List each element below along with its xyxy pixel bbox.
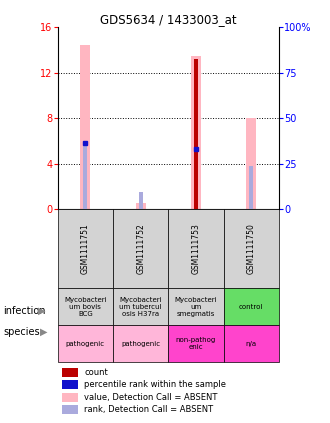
Text: value, Detection Call = ABSENT: value, Detection Call = ABSENT — [84, 393, 218, 402]
Bar — [58, 288, 113, 325]
Bar — [62, 405, 78, 414]
Bar — [58, 325, 113, 362]
Text: pathogenic: pathogenic — [121, 341, 160, 346]
Text: infection: infection — [3, 306, 46, 316]
Text: non-pathog
enic: non-pathog enic — [176, 337, 216, 350]
Bar — [168, 288, 224, 325]
Text: Mycobacteri
um bovis
BCG: Mycobacteri um bovis BCG — [64, 297, 107, 317]
Bar — [62, 368, 78, 377]
Text: GSM1111752: GSM1111752 — [136, 223, 145, 274]
Text: ▶: ▶ — [40, 327, 48, 337]
Bar — [62, 393, 78, 402]
Bar — [223, 288, 279, 325]
Bar — [136, 203, 146, 209]
Bar — [194, 149, 198, 209]
Text: GSM1111750: GSM1111750 — [247, 223, 256, 274]
Text: control: control — [239, 304, 263, 310]
Bar — [249, 166, 253, 209]
Bar — [113, 325, 168, 362]
Text: pathogenic: pathogenic — [66, 341, 105, 346]
Text: Mycobacteri
um
smegmatis: Mycobacteri um smegmatis — [175, 297, 217, 317]
Bar — [191, 56, 201, 209]
Bar — [139, 192, 143, 209]
Text: percentile rank within the sample: percentile rank within the sample — [84, 380, 226, 389]
Bar — [81, 44, 90, 209]
Text: ▶: ▶ — [38, 306, 46, 316]
Text: rank, Detection Call = ABSENT: rank, Detection Call = ABSENT — [84, 405, 214, 414]
Bar — [194, 59, 198, 209]
Title: GDS5634 / 1433003_at: GDS5634 / 1433003_at — [100, 14, 237, 26]
Bar — [83, 143, 87, 209]
Bar — [168, 209, 224, 288]
Text: species: species — [3, 327, 40, 337]
Text: GSM1111751: GSM1111751 — [81, 223, 90, 274]
Bar — [223, 325, 279, 362]
Bar — [223, 209, 279, 288]
Bar — [113, 288, 168, 325]
Text: n/a: n/a — [246, 341, 257, 346]
Bar — [113, 209, 168, 288]
Text: count: count — [84, 368, 108, 377]
Bar — [168, 325, 224, 362]
Text: Mycobacteri
um tubercul
osis H37ra: Mycobacteri um tubercul osis H37ra — [119, 297, 162, 317]
Text: GSM1111753: GSM1111753 — [191, 223, 200, 274]
Bar — [62, 380, 78, 389]
Bar — [58, 209, 113, 288]
Bar — [246, 118, 256, 209]
